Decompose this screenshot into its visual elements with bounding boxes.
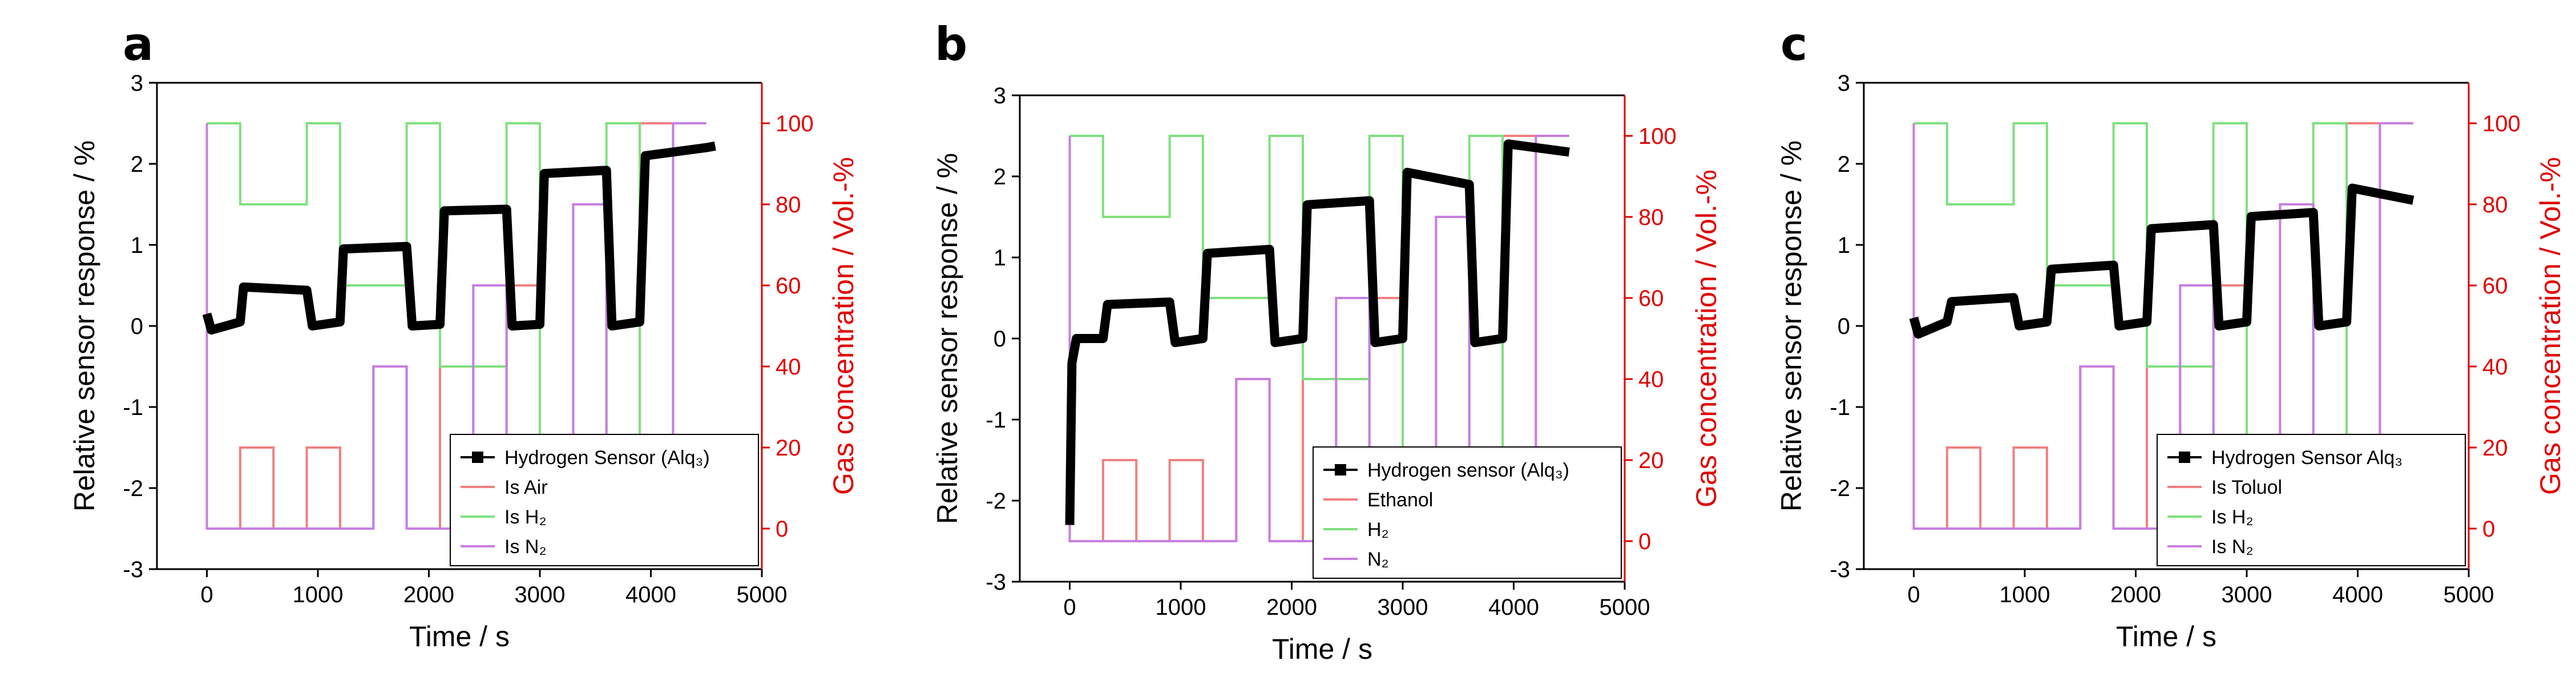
y-tick-label: -1 bbox=[1830, 395, 1850, 420]
y2-tick-label: 100 bbox=[776, 111, 814, 136]
y2-tick-label: 0 bbox=[1638, 529, 1651, 554]
y2-tick-label: 80 bbox=[776, 192, 801, 217]
series-line-sensor bbox=[1909, 183, 2415, 339]
panel-letter: c bbox=[1780, 18, 1807, 71]
x-tick-label: 5000 bbox=[737, 582, 788, 607]
legend-box bbox=[2157, 434, 2466, 566]
y-tick-label: 1 bbox=[131, 233, 143, 258]
legend-label-gas1: Ethanol bbox=[1367, 489, 1433, 511]
x-tick-label: 3000 bbox=[2222, 582, 2272, 607]
y2-tick-label: 60 bbox=[2482, 273, 2508, 299]
x-tick-label: 1000 bbox=[1156, 595, 1206, 620]
x-axis-title: Time / s bbox=[409, 621, 510, 652]
y2-axis-title: Gas concentration / Vol.-% bbox=[2534, 157, 2566, 495]
y2-tick-label: 80 bbox=[1638, 205, 1664, 230]
y-tick-label: -3 bbox=[123, 557, 143, 582]
x-tick-label: 5000 bbox=[1600, 595, 1650, 620]
y-tick-label: -1 bbox=[123, 395, 143, 420]
y-axis-title: Relative sensor response / % bbox=[1775, 140, 1807, 511]
y2-tick-label: 40 bbox=[776, 354, 801, 380]
series-line-sensor bbox=[202, 141, 716, 335]
legend-label-h2: Is H₂ bbox=[2211, 506, 2254, 528]
y2-tick-label: 100 bbox=[1638, 124, 1677, 149]
y2-axis-title: Gas concentration / Vol.-% bbox=[827, 157, 859, 495]
legend-marker-sensor bbox=[2179, 452, 2190, 463]
x-tick-label: 0 bbox=[200, 582, 213, 607]
panel-letter: b bbox=[935, 18, 967, 71]
legend-label-gas1: Is Air bbox=[504, 477, 548, 498]
y2-tick-label: 60 bbox=[1638, 286, 1664, 311]
x-tick-label: 0 bbox=[1907, 582, 1920, 607]
legend-box bbox=[1313, 446, 1622, 579]
y-tick-label: 2 bbox=[994, 164, 1006, 190]
x-tick-label: 3000 bbox=[515, 582, 566, 607]
y2-tick-label: 40 bbox=[2482, 354, 2508, 380]
y2-tick-label: 40 bbox=[1638, 367, 1664, 392]
y-tick-label: 0 bbox=[994, 327, 1006, 352]
legend-label-sensor: Hydrogen Sensor (Alq₃) bbox=[504, 447, 710, 469]
legend-label-sensor: Hydrogen Sensor Alq₃ bbox=[2211, 447, 2403, 469]
y-tick-label: 2 bbox=[131, 152, 143, 177]
y-tick-label: 1 bbox=[1838, 233, 1850, 258]
y2-tick-label: 20 bbox=[2482, 436, 2508, 461]
y-tick-label: 1 bbox=[994, 245, 1006, 271]
y2-tick-label: 0 bbox=[2482, 517, 2495, 542]
legend-label-h2: H₂ bbox=[1367, 519, 1389, 541]
x-tick-label: 0 bbox=[1063, 595, 1076, 620]
x-tick-label: 2000 bbox=[1266, 595, 1317, 620]
series-line-sensor bbox=[1065, 139, 1570, 525]
y-tick-label: 2 bbox=[1838, 152, 1850, 177]
legend-label-sensor: Hydrogen sensor (Alq₃) bbox=[1367, 460, 1569, 481]
y-tick-label: 0 bbox=[131, 314, 143, 339]
y2-tick-label: 20 bbox=[1638, 448, 1664, 473]
x-axis-title: Time / s bbox=[1272, 633, 1372, 665]
y-tick-label: -3 bbox=[986, 570, 1006, 595]
x-tick-label: 1000 bbox=[2000, 582, 2050, 607]
y2-tick-label: 100 bbox=[2482, 111, 2521, 136]
legend-label-n2: N₂ bbox=[1367, 549, 1389, 570]
chart-panel-a: a 0 1000 2000 3000 4000 5000 -3 -2 -1 0 1 2 3 0 20 40 60 8… bbox=[68, 18, 859, 652]
legend-label-n2: Is N₂ bbox=[2211, 536, 2254, 558]
y-axis-title: Relative sensor response / % bbox=[931, 153, 963, 524]
y-tick-label: 3 bbox=[994, 83, 1006, 108]
x-tick-label: 4000 bbox=[625, 582, 676, 607]
y2-axis-title: Gas concentration / Vol.-% bbox=[1690, 170, 1722, 507]
y2-tick-label: 20 bbox=[776, 436, 801, 461]
y2-tick-label: 60 bbox=[776, 273, 801, 299]
y-tick-label: -2 bbox=[986, 489, 1006, 514]
y-tick-label: -2 bbox=[1830, 476, 1850, 501]
legend-marker-sensor bbox=[1335, 464, 1346, 476]
y2-tick-label: 80 bbox=[2482, 192, 2508, 217]
x-tick-label: 2000 bbox=[403, 582, 454, 607]
y-tick-label: -3 bbox=[1830, 557, 1850, 582]
legend-marker-sensor bbox=[472, 452, 483, 463]
y-axis-title: Relative sensor response / % bbox=[68, 140, 100, 511]
chart-panel-b: b 0 1000 2000 3000 4000 5000 -3 -2 -1 0 1 2 3 0 20 40 60 8… bbox=[931, 18, 1722, 665]
y-tick-label: 3 bbox=[1838, 71, 1850, 96]
x-tick-label: 5000 bbox=[2444, 582, 2494, 607]
x-tick-label: 2000 bbox=[2110, 582, 2161, 607]
y-tick-label: 3 bbox=[131, 71, 143, 96]
panel-letter: a bbox=[123, 18, 154, 71]
y-tick-label: -2 bbox=[123, 476, 143, 501]
legend-box bbox=[450, 434, 759, 566]
y-tick-label: -1 bbox=[986, 408, 1006, 433]
x-tick-label: 4000 bbox=[1488, 595, 1539, 620]
x-tick-label: 4000 bbox=[2332, 582, 2383, 607]
chart-panel-c: c 0 1000 2000 3000 4000 5000 -3 -2 -1 0 1 2 3 0 20 40 60 8… bbox=[1775, 18, 2566, 652]
x-axis-title: Time / s bbox=[2116, 621, 2216, 652]
legend-label-n2: Is N₂ bbox=[504, 536, 547, 558]
y2-tick-label: 0 bbox=[776, 517, 788, 542]
legend-label-h2: Is H₂ bbox=[504, 506, 547, 528]
y-tick-label: 0 bbox=[1838, 314, 1850, 339]
x-tick-label: 3000 bbox=[1378, 595, 1428, 620]
x-tick-label: 1000 bbox=[293, 582, 344, 607]
legend-label-gas1: Is Toluol bbox=[2211, 477, 2282, 498]
